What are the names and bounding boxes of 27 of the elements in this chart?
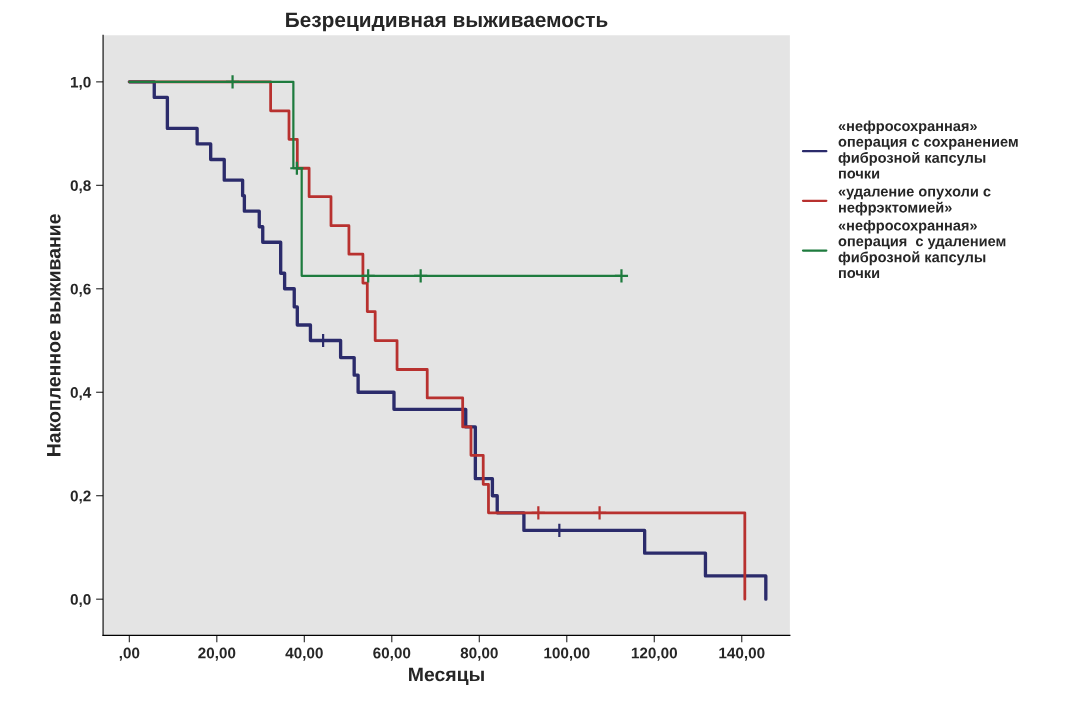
x-tick-label: 20,00 xyxy=(198,647,236,661)
point xyxy=(289,160,305,176)
x-tick-label: 100,00 xyxy=(544,647,590,661)
point xyxy=(530,505,547,521)
legend-label: «нефросохранная» операция с удалением фиброзной капсулы почки xyxy=(838,219,1006,279)
y-tick-label: 0,8 xyxy=(70,180,91,194)
y-tick-label: 0,6 xyxy=(70,283,91,297)
y-tick-label: 0,4 xyxy=(70,387,92,401)
point xyxy=(613,268,630,284)
point xyxy=(591,505,608,521)
chart-title: Безрецидивная выживаемость xyxy=(286,12,608,32)
x-tick-label: 60,00 xyxy=(373,647,411,661)
point xyxy=(360,268,376,284)
x-axis-title: Месяцы xyxy=(409,667,484,685)
y-tick-label: 0,2 xyxy=(70,490,91,504)
y-axis-title: Накопленное выживание xyxy=(47,214,61,456)
y-tick-label: 1,0 xyxy=(71,76,91,90)
x-tick-label: 140,00 xyxy=(719,647,765,661)
x-tick-label: ,00 xyxy=(119,647,140,661)
y-tick-label: 0,0 xyxy=(70,594,91,608)
point xyxy=(412,268,429,284)
legend-label: «удаление опухоли с нефрэктомией» xyxy=(838,188,991,216)
legend-label: «нефросохранная» операция с сохранением фиброзной капсулы почки xyxy=(838,120,1018,179)
x-tick-label: 40,00 xyxy=(285,647,323,661)
x-tick-label: 120,00 xyxy=(631,647,678,661)
x-tick-label: 80,00 xyxy=(460,647,498,661)
point xyxy=(224,74,241,90)
